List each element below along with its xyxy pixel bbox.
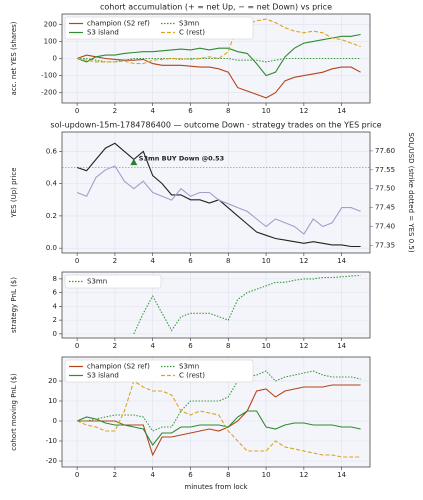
trade-annotation: S3mn BUY Down @0.53 xyxy=(139,155,224,163)
y-tick-label: 0 xyxy=(53,55,57,63)
x-tick-label: 0 xyxy=(75,107,79,115)
x-tick-label: 12 xyxy=(299,342,308,350)
chart-title: sol-updown-15m-1784786400 — outcome Down… xyxy=(50,121,381,130)
y2-tick-label: 77.45 xyxy=(375,204,395,212)
x-tick-label: 10 xyxy=(262,257,271,265)
y2-tick-label: 77.50 xyxy=(375,185,395,193)
series-line xyxy=(77,57,361,63)
plot-area xyxy=(62,132,370,253)
legend-label: champion (S2 ref) xyxy=(87,20,150,28)
plot-frame xyxy=(61,13,371,104)
y2-tick-label: 77.35 xyxy=(375,241,395,249)
x-tick-label: 10 xyxy=(262,471,271,479)
y-tick-label: -10 xyxy=(46,437,57,445)
x-tick-label: 0 xyxy=(75,342,79,350)
legend-label: C (rest) xyxy=(179,29,205,37)
y2-tick-label: 77.40 xyxy=(375,223,395,231)
chart-title: cohort accumulation (+ = net Up, − = net… xyxy=(100,3,332,12)
y-tick-label: -20 xyxy=(46,457,57,465)
y-tick-label: 0.6 xyxy=(46,147,58,155)
x-tick-label: 4 xyxy=(150,107,155,115)
legend-label: S3 island xyxy=(87,372,119,380)
x-tick-label: 12 xyxy=(299,471,308,479)
series-line xyxy=(76,165,361,235)
x-axis-label: minutes from lock xyxy=(184,483,248,491)
x-tick-label: 6 xyxy=(188,342,193,350)
y-tick-label: 2 xyxy=(53,316,57,324)
y-tick-label: -100 xyxy=(41,72,57,80)
x-tick-label: 8 xyxy=(226,471,230,479)
y-tick-label: 0.0 xyxy=(46,244,57,252)
plot-frame xyxy=(61,131,371,254)
y-tick-label: 0 xyxy=(53,417,57,425)
series-line xyxy=(77,370,361,432)
y-tick-label: 0.4 xyxy=(46,180,58,188)
legend-label: S3mn xyxy=(179,363,199,371)
y-tick-label: 4 xyxy=(53,302,58,310)
y-tick-label: 10 xyxy=(48,397,57,405)
y-tick-label: 200 xyxy=(44,20,57,28)
series-line xyxy=(76,380,361,458)
y-axis-label: cohort moving PnL ($) xyxy=(10,373,18,451)
legend-label: S3 island xyxy=(87,29,119,37)
x-tick-label: 6 xyxy=(188,107,193,115)
x-tick-label: 8 xyxy=(226,107,230,115)
x-tick-label: 6 xyxy=(188,257,193,265)
legend-label: S3mn xyxy=(87,278,107,286)
legend-label: S3mn xyxy=(179,20,199,28)
y2-tick-label: 77.55 xyxy=(375,166,395,174)
y-tick-label: 20 xyxy=(48,377,57,385)
y-axis-label: strategy PnL ($) xyxy=(10,277,18,333)
x-tick-label: 4 xyxy=(150,257,155,265)
x-tick-label: 10 xyxy=(262,342,271,350)
x-tick-label: 2 xyxy=(113,257,117,265)
legend-label: C (rest) xyxy=(179,372,205,380)
legend: S3mn xyxy=(64,274,162,289)
x-tick-label: 10 xyxy=(262,107,271,115)
trade-marker xyxy=(130,158,138,166)
y-tick-label: 8 xyxy=(53,275,57,283)
series-line xyxy=(76,33,361,77)
x-tick-label: 12 xyxy=(299,107,308,115)
y-tick-label: 6 xyxy=(53,289,58,297)
series-line xyxy=(76,54,361,99)
x-tick-label: 14 xyxy=(337,257,346,265)
x-tick-label: 8 xyxy=(226,257,230,265)
legend-box xyxy=(64,274,162,289)
x-tick-label: 2 xyxy=(113,342,117,350)
x-tick-label: 14 xyxy=(337,471,346,479)
x-tick-label: 0 xyxy=(75,471,79,479)
legend-box xyxy=(64,359,254,383)
y2-axis-label: SOL/USD (strike dotted = YES 0.5) xyxy=(407,132,415,252)
legend-label: champion (S2 ref) xyxy=(87,363,150,371)
series-line xyxy=(133,274,361,335)
x-tick-label: 12 xyxy=(299,257,308,265)
y-tick-label: 0.2 xyxy=(46,212,57,220)
x-tick-label: 2 xyxy=(113,471,117,479)
x-tick-label: 0 xyxy=(75,257,79,265)
y2-tick-label: 77.60 xyxy=(375,147,395,155)
y-tick-label: -200 xyxy=(41,89,57,97)
x-tick-label: 6 xyxy=(188,471,193,479)
y-axis-label: YES (Up) price xyxy=(10,167,18,218)
series-line xyxy=(76,410,361,446)
y-axis-label: acc. net YES (shares) xyxy=(10,21,18,95)
y-tick-label: 0 xyxy=(53,330,57,338)
legend-box xyxy=(64,16,254,40)
x-tick-label: 2 xyxy=(113,107,117,115)
plot-frame xyxy=(61,356,371,468)
x-tick-label: 4 xyxy=(150,471,155,479)
x-tick-label: 14 xyxy=(337,107,346,115)
x-tick-label: 14 xyxy=(337,342,346,350)
plot-frame xyxy=(61,271,371,339)
y-tick-label: 100 xyxy=(44,37,57,45)
x-tick-label: 4 xyxy=(150,342,155,350)
x-tick-label: 8 xyxy=(226,342,230,350)
